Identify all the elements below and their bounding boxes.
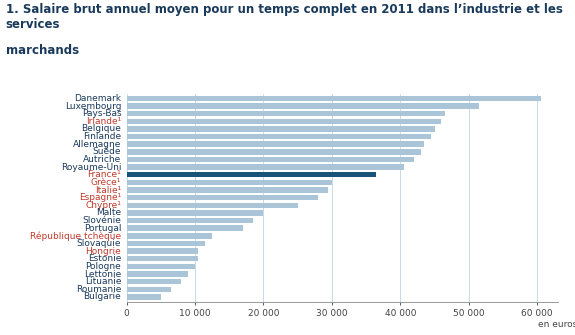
Text: Portugal: Portugal [84,224,121,233]
Text: Lettonie: Lettonie [84,270,121,278]
Text: Belgique: Belgique [82,124,121,133]
Text: Roumanie: Roumanie [76,285,121,294]
Bar [126,126,435,132]
Bar [126,248,198,254]
Text: marchands: marchands [6,44,79,57]
Text: Suède: Suède [93,147,121,156]
Bar [126,103,479,109]
Text: Finlande: Finlande [83,132,121,141]
Text: Autriche: Autriche [83,155,121,164]
X-axis label: en euros: en euros [538,320,575,329]
Text: Slovénie: Slovénie [82,216,121,225]
Text: France¹: France¹ [87,170,121,179]
Bar [126,279,181,284]
Text: Danemark: Danemark [74,94,121,103]
Text: Pologne: Pologne [86,262,121,271]
Text: Pays-Bas: Pays-Bas [82,109,121,118]
Text: Grèce¹: Grèce¹ [91,178,121,187]
Bar [126,187,328,193]
Bar [126,195,318,200]
Text: Bulgarie: Bulgarie [83,292,121,302]
Text: Malte: Malte [96,208,121,217]
Bar [126,256,198,262]
Bar [126,294,161,300]
Text: 1. Salaire brut annuel moyen pour un temps complet en 2011 dans l’industrie et l: 1. Salaire brut annuel moyen pour un tem… [6,3,562,31]
Text: Lituanie: Lituanie [85,277,121,286]
Text: Slovaquie: Slovaquie [77,239,121,248]
Bar [126,203,298,208]
Bar [126,95,540,101]
Bar [126,149,421,154]
Text: Estonie: Estonie [88,254,121,263]
Text: République tchèque: République tchèque [30,231,121,241]
Text: Irlande¹: Irlande¹ [86,117,121,126]
Bar [126,141,424,147]
Text: Italie¹: Italie¹ [95,186,121,195]
Bar [126,271,188,277]
Bar [126,286,171,292]
Bar [126,180,332,185]
Text: Hongrie: Hongrie [86,247,121,256]
Text: Espagne¹: Espagne¹ [79,193,121,202]
Bar [126,157,414,162]
Bar [126,241,205,246]
Bar [126,119,442,124]
Text: Allemagne: Allemagne [73,140,121,149]
Bar [126,134,431,139]
Bar [126,225,243,231]
Bar [126,218,253,223]
Text: Luxembourg: Luxembourg [65,102,121,111]
Text: Chypre¹: Chypre¹ [86,201,121,210]
Bar [126,164,404,170]
Bar [126,264,195,269]
Bar [126,233,212,239]
Bar [126,111,445,116]
Bar [126,210,263,216]
Text: Royaume-Uni: Royaume-Uni [61,162,121,172]
Bar [126,172,377,178]
